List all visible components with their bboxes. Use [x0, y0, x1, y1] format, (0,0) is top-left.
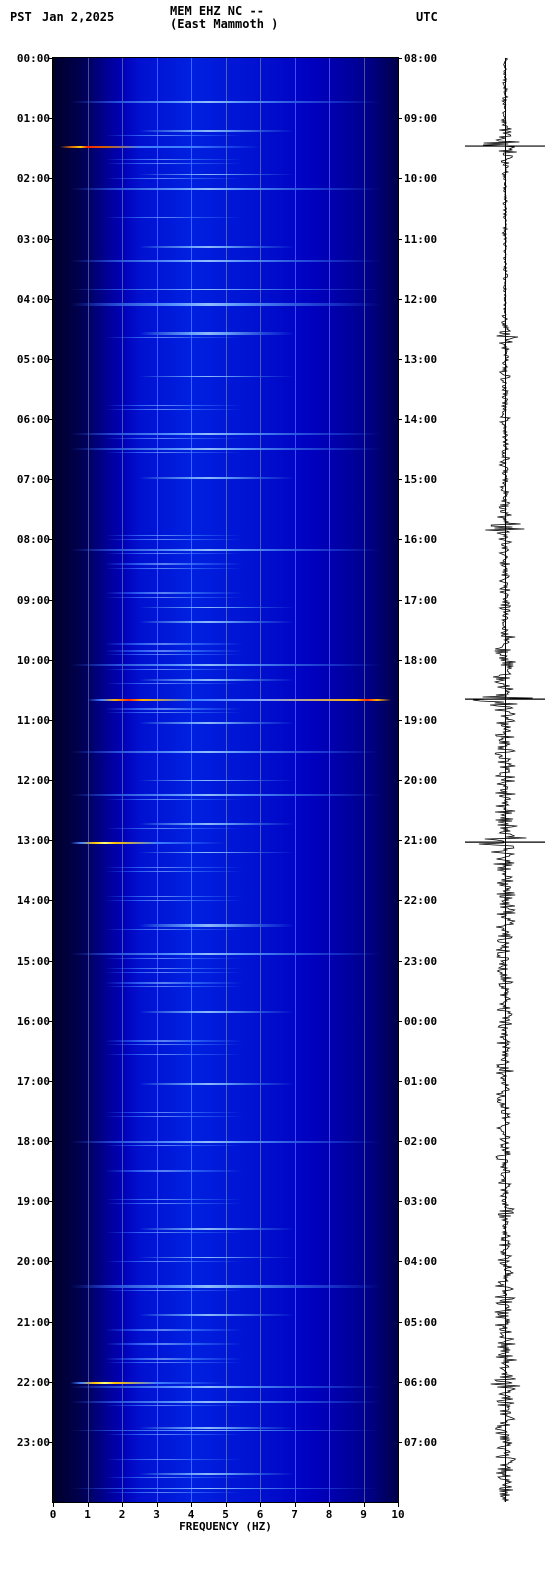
tz-right-label: UTC — [416, 10, 438, 24]
x-tick-label: 1 — [84, 1508, 91, 1521]
right-tick-label: 17:00 — [404, 594, 437, 607]
station-line1: MEM EHZ NC -- — [170, 4, 264, 18]
left-tick-label: 01:00 — [4, 112, 50, 125]
right-tick-label: 22:00 — [404, 894, 437, 907]
left-tick-label: 14:00 — [4, 894, 50, 907]
left-tick-label: 23:00 — [4, 1436, 50, 1449]
left-tick-label: 03:00 — [4, 233, 50, 246]
left-tick-label: 18:00 — [4, 1135, 50, 1148]
left-tick-label: 10:00 — [4, 654, 50, 667]
right-tick-label: 18:00 — [404, 654, 437, 667]
x-tick-label: 9 — [360, 1508, 367, 1521]
seismogram-panel — [465, 58, 545, 1502]
left-tick-label: 08:00 — [4, 533, 50, 546]
right-tick-label: 19:00 — [404, 714, 437, 727]
right-tick-label: 11:00 — [404, 233, 437, 246]
x-tick-label: 3 — [153, 1508, 160, 1521]
spectrogram-plot — [53, 58, 398, 1502]
left-tick-label: 12:00 — [4, 774, 50, 787]
x-tick-label: 2 — [119, 1508, 126, 1521]
right-tick-label: 08:00 — [404, 52, 437, 65]
right-tick-label: 13:00 — [404, 353, 437, 366]
right-tick-label: 23:00 — [404, 955, 437, 968]
right-tick-label: 20:00 — [404, 774, 437, 787]
left-tick-label: 07:00 — [4, 473, 50, 486]
left-tick-label: 20:00 — [4, 1255, 50, 1268]
left-tick-label: 11:00 — [4, 714, 50, 727]
right-tick-label: 12:00 — [404, 293, 437, 306]
left-tick-label: 04:00 — [4, 293, 50, 306]
right-tick-label: 10:00 — [404, 172, 437, 185]
right-tick-label: 14:00 — [404, 413, 437, 426]
tz-left-label: PST — [10, 10, 32, 24]
left-tick-label: 17:00 — [4, 1075, 50, 1088]
left-tick-label: 09:00 — [4, 594, 50, 607]
x-tick-label: 8 — [326, 1508, 333, 1521]
right-tick-label: 06:00 — [404, 1376, 437, 1389]
right-tick-label: 16:00 — [404, 533, 437, 546]
x-axis-label: FREQUENCY (HZ) — [179, 1520, 272, 1533]
header: PST Jan 2,2025 MEM EHZ NC -- (East Mammo… — [0, 0, 552, 30]
right-tick-label: 02:00 — [404, 1135, 437, 1148]
right-tick-label: 07:00 — [404, 1436, 437, 1449]
left-tick-label: 16:00 — [4, 1015, 50, 1028]
x-tick-label: 7 — [291, 1508, 298, 1521]
left-tick-label: 19:00 — [4, 1195, 50, 1208]
left-tick-label: 06:00 — [4, 413, 50, 426]
right-tick-label: 00:00 — [404, 1015, 437, 1028]
left-tick-label: 22:00 — [4, 1376, 50, 1389]
date-label: Jan 2,2025 — [42, 10, 114, 24]
left-tick-label: 21:00 — [4, 1316, 50, 1329]
left-tick-label: 02:00 — [4, 172, 50, 185]
right-tick-label: 05:00 — [404, 1316, 437, 1329]
right-tick-label: 01:00 — [404, 1075, 437, 1088]
left-tick-label: 00:00 — [4, 52, 50, 65]
station-line2: (East Mammoth ) — [170, 17, 278, 31]
right-tick-label: 21:00 — [404, 834, 437, 847]
seismogram-trace — [465, 58, 545, 1502]
right-tick-label: 03:00 — [404, 1195, 437, 1208]
left-tick-label: 05:00 — [4, 353, 50, 366]
x-tick-label: 0 — [50, 1508, 57, 1521]
right-tick-label: 09:00 — [404, 112, 437, 125]
x-axis: 012345678910 FREQUENCY (HZ) — [53, 1502, 398, 1542]
spectrogram-canvas — [53, 58, 398, 1502]
left-tick-label: 13:00 — [4, 834, 50, 847]
right-tick-label: 04:00 — [404, 1255, 437, 1268]
x-tick-label: 10 — [391, 1508, 404, 1521]
left-tick-label: 15:00 — [4, 955, 50, 968]
right-tick-label: 15:00 — [404, 473, 437, 486]
